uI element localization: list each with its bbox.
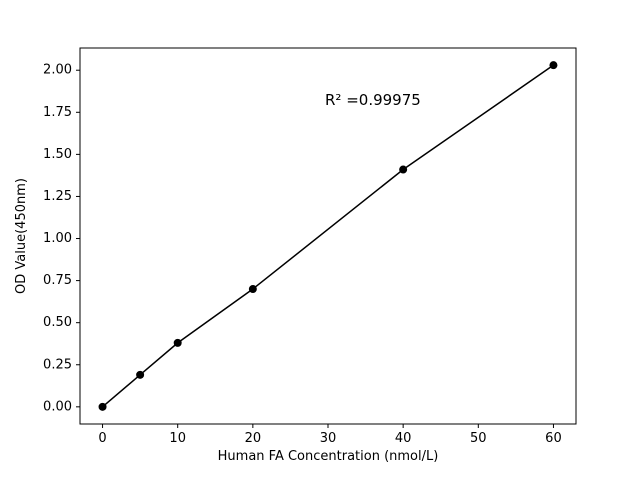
y-tick-label: 0.25 [43,357,72,372]
y-tick-label: 0.00 [43,399,72,414]
y-tick-label: 1.75 [43,105,72,120]
data-point-marker [136,370,145,379]
y-tick-label: 1.25 [43,189,72,204]
x-axis-label: Human FA Concentration (nmol/L) [217,449,439,464]
x-tick-label: 0 [98,431,106,446]
y-tick-label: 1.50 [43,147,72,162]
data-point-marker [173,338,182,347]
x-tick-label: 40 [395,431,412,446]
x-tick-label: 30 [320,431,337,446]
r-squared-annotation: R² =0.99975 [325,91,421,109]
x-tick-label: 10 [169,431,186,446]
y-tick-label: 1.00 [43,231,72,246]
data-point-marker [248,285,257,294]
data-point-marker [98,402,107,411]
data-points [98,61,558,411]
data-line [102,64,554,408]
data-point-marker [549,61,558,70]
x-tick-label: 60 [545,431,562,446]
y-tick-label: 2.00 [43,63,72,78]
x-tick-label: 20 [245,431,262,446]
y-axis-ticks: 0.00 0.25 0.50 0.75 1.00 1.25 1.50 1.75 2.00 [43,63,80,414]
y-tick-label: 0.50 [43,315,72,330]
data-point-marker [399,165,408,174]
x-tick-label: 50 [470,431,487,446]
y-tick-label: 0.75 [43,273,72,288]
y-axis-label: OD Value(450nm) [14,178,29,294]
x-axis-ticks: 0 10 20 30 40 50 60 [98,424,562,446]
